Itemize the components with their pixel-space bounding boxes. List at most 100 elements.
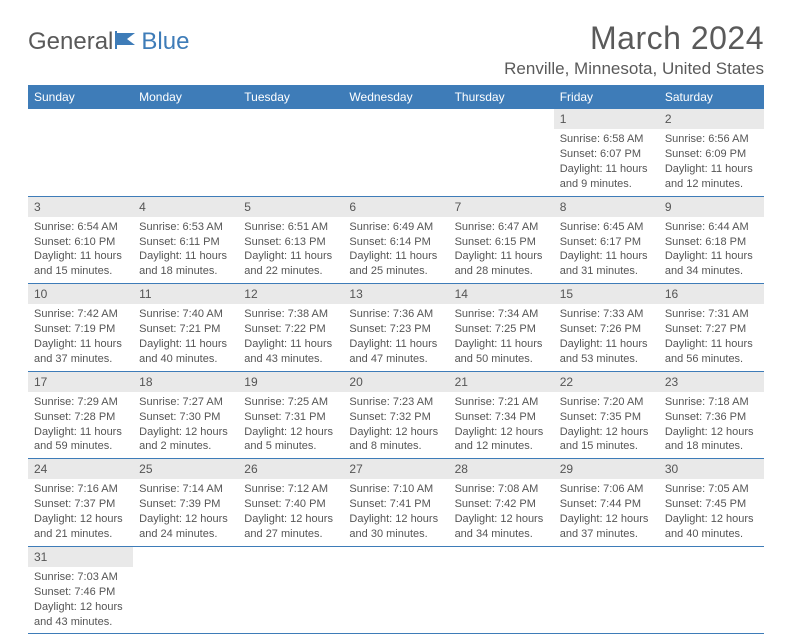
- sunrise-text: Sunrise: 7:06 AM: [560, 482, 653, 497]
- day-number: 23: [659, 372, 764, 392]
- calendar-row: 1Sunrise: 6:58 AMSunset: 6:07 PMDaylight…: [28, 109, 764, 196]
- daylight-text: and 34 minutes.: [455, 527, 548, 542]
- daylight-text: and 15 minutes.: [34, 264, 127, 279]
- calendar-cell-empty: [133, 546, 238, 634]
- weekday-header: Sunday: [28, 85, 133, 109]
- day-body: Sunrise: 6:56 AMSunset: 6:09 PMDaylight:…: [659, 131, 764, 191]
- day-number: 7: [449, 197, 554, 217]
- sunset-text: Sunset: 7:30 PM: [139, 410, 232, 425]
- sunset-text: Sunset: 6:15 PM: [455, 235, 548, 250]
- logo: GeneralBlue: [28, 28, 189, 56]
- calendar-cell: 30Sunrise: 7:05 AMSunset: 7:45 PMDayligh…: [659, 459, 764, 547]
- calendar-cell: 24Sunrise: 7:16 AMSunset: 7:37 PMDayligh…: [28, 459, 133, 547]
- sunrise-text: Sunrise: 7:10 AM: [349, 482, 442, 497]
- day-number: 20: [343, 372, 448, 392]
- sunrise-text: Sunrise: 7:23 AM: [349, 395, 442, 410]
- calendar-table: Sunday Monday Tuesday Wednesday Thursday…: [28, 85, 764, 634]
- sunset-text: Sunset: 7:46 PM: [34, 585, 127, 600]
- day-number: 27: [343, 459, 448, 479]
- daylight-text: and 43 minutes.: [34, 615, 127, 630]
- calendar-cell-empty: [238, 546, 343, 634]
- day-body: Sunrise: 7:38 AMSunset: 7:22 PMDaylight:…: [238, 306, 343, 366]
- daylight-text: Daylight: 11 hours: [244, 337, 337, 352]
- calendar-cell: 10Sunrise: 7:42 AMSunset: 7:19 PMDayligh…: [28, 284, 133, 372]
- day-body: Sunrise: 7:20 AMSunset: 7:35 PMDaylight:…: [554, 394, 659, 454]
- calendar-cell: 7Sunrise: 6:47 AMSunset: 6:15 PMDaylight…: [449, 196, 554, 284]
- daylight-text: Daylight: 12 hours: [560, 512, 653, 527]
- calendar-cell: 27Sunrise: 7:10 AMSunset: 7:41 PMDayligh…: [343, 459, 448, 547]
- day-number: 12: [238, 284, 343, 304]
- sunset-text: Sunset: 6:09 PM: [665, 147, 758, 162]
- daylight-text: Daylight: 11 hours: [139, 337, 232, 352]
- day-body: Sunrise: 7:29 AMSunset: 7:28 PMDaylight:…: [28, 394, 133, 454]
- sunset-text: Sunset: 7:44 PM: [560, 497, 653, 512]
- day-number: 18: [133, 372, 238, 392]
- day-body: Sunrise: 7:33 AMSunset: 7:26 PMDaylight:…: [554, 306, 659, 366]
- day-body: Sunrise: 7:14 AMSunset: 7:39 PMDaylight:…: [133, 481, 238, 541]
- sunset-text: Sunset: 7:25 PM: [455, 322, 548, 337]
- daylight-text: and 2 minutes.: [139, 439, 232, 454]
- day-body: Sunrise: 7:23 AMSunset: 7:32 PMDaylight:…: [343, 394, 448, 454]
- daylight-text: and 50 minutes.: [455, 352, 548, 367]
- sunset-text: Sunset: 7:27 PM: [665, 322, 758, 337]
- day-body: Sunrise: 7:40 AMSunset: 7:21 PMDaylight:…: [133, 306, 238, 366]
- calendar-cell: 6Sunrise: 6:49 AMSunset: 6:14 PMDaylight…: [343, 196, 448, 284]
- day-number: 2: [659, 109, 764, 129]
- sunrise-text: Sunrise: 6:51 AM: [244, 220, 337, 235]
- sunset-text: Sunset: 7:36 PM: [665, 410, 758, 425]
- daylight-text: and 18 minutes.: [139, 264, 232, 279]
- weekday-header-row: Sunday Monday Tuesday Wednesday Thursday…: [28, 85, 764, 109]
- sunrise-text: Sunrise: 6:58 AM: [560, 132, 653, 147]
- calendar-cell: 2Sunrise: 6:56 AMSunset: 6:09 PMDaylight…: [659, 109, 764, 196]
- weekday-header: Saturday: [659, 85, 764, 109]
- sunset-text: Sunset: 6:11 PM: [139, 235, 232, 250]
- sunrise-text: Sunrise: 6:53 AM: [139, 220, 232, 235]
- calendar-cell: 13Sunrise: 7:36 AMSunset: 7:23 PMDayligh…: [343, 284, 448, 372]
- calendar-cell: 20Sunrise: 7:23 AMSunset: 7:32 PMDayligh…: [343, 371, 448, 459]
- calendar-row: 31Sunrise: 7:03 AMSunset: 7:46 PMDayligh…: [28, 546, 764, 634]
- header: GeneralBlue March 2024 Renville, Minneso…: [28, 20, 764, 79]
- daylight-text: and 40 minutes.: [139, 352, 232, 367]
- sunset-text: Sunset: 7:42 PM: [455, 497, 548, 512]
- sunset-text: Sunset: 6:18 PM: [665, 235, 758, 250]
- daylight-text: and 21 minutes.: [34, 527, 127, 542]
- sunset-text: Sunset: 7:32 PM: [349, 410, 442, 425]
- weekday-header: Tuesday: [238, 85, 343, 109]
- sunset-text: Sunset: 6:10 PM: [34, 235, 127, 250]
- day-body: Sunrise: 7:42 AMSunset: 7:19 PMDaylight:…: [28, 306, 133, 366]
- sunset-text: Sunset: 7:22 PM: [244, 322, 337, 337]
- calendar-cell: 5Sunrise: 6:51 AMSunset: 6:13 PMDaylight…: [238, 196, 343, 284]
- daylight-text: Daylight: 11 hours: [560, 162, 653, 177]
- day-number: 15: [554, 284, 659, 304]
- calendar-cell-empty: [343, 546, 448, 634]
- day-body: Sunrise: 7:21 AMSunset: 7:34 PMDaylight:…: [449, 394, 554, 454]
- daylight-text: Daylight: 12 hours: [455, 512, 548, 527]
- day-body: Sunrise: 7:36 AMSunset: 7:23 PMDaylight:…: [343, 306, 448, 366]
- sunset-text: Sunset: 6:13 PM: [244, 235, 337, 250]
- daylight-text: and 12 minutes.: [455, 439, 548, 454]
- calendar-cell-empty: [659, 546, 764, 634]
- calendar-cell: 14Sunrise: 7:34 AMSunset: 7:25 PMDayligh…: [449, 284, 554, 372]
- sunrise-text: Sunrise: 7:29 AM: [34, 395, 127, 410]
- sunrise-text: Sunrise: 6:47 AM: [455, 220, 548, 235]
- calendar-cell-empty: [133, 109, 238, 196]
- day-number: 11: [133, 284, 238, 304]
- calendar-cell: 26Sunrise: 7:12 AMSunset: 7:40 PMDayligh…: [238, 459, 343, 547]
- month-title: March 2024: [504, 20, 764, 57]
- sunset-text: Sunset: 6:17 PM: [560, 235, 653, 250]
- day-body: Sunrise: 7:18 AMSunset: 7:36 PMDaylight:…: [659, 394, 764, 454]
- daylight-text: and 9 minutes.: [560, 177, 653, 192]
- sunset-text: Sunset: 6:07 PM: [560, 147, 653, 162]
- day-body: Sunrise: 6:47 AMSunset: 6:15 PMDaylight:…: [449, 219, 554, 279]
- day-number: 28: [449, 459, 554, 479]
- calendar-cell: 25Sunrise: 7:14 AMSunset: 7:39 PMDayligh…: [133, 459, 238, 547]
- day-number: 10: [28, 284, 133, 304]
- sunrise-text: Sunrise: 7:18 AM: [665, 395, 758, 410]
- sunrise-text: Sunrise: 7:14 AM: [139, 482, 232, 497]
- calendar-cell: 19Sunrise: 7:25 AMSunset: 7:31 PMDayligh…: [238, 371, 343, 459]
- daylight-text: Daylight: 11 hours: [560, 337, 653, 352]
- sunset-text: Sunset: 7:39 PM: [139, 497, 232, 512]
- day-body: Sunrise: 7:08 AMSunset: 7:42 PMDaylight:…: [449, 481, 554, 541]
- daylight-text: and 43 minutes.: [244, 352, 337, 367]
- sunrise-text: Sunrise: 7:12 AM: [244, 482, 337, 497]
